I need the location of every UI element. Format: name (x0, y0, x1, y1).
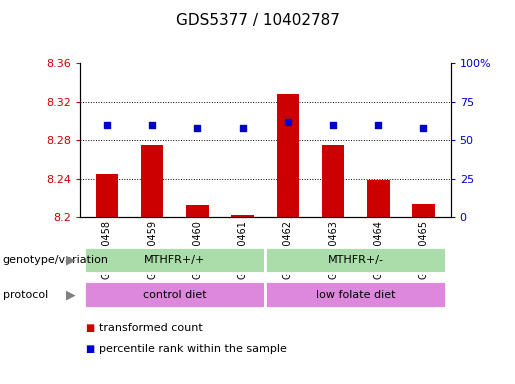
Bar (322, 145, 345, 217)
Point (238, 125, 247, 131)
Text: ■: ■ (85, 344, 94, 354)
Text: transformed count: transformed count (99, 323, 203, 333)
Text: ▶: ▶ (66, 288, 75, 301)
Point (103, 122, 111, 128)
Bar (141, 145, 163, 217)
Bar (412, 205, 435, 217)
Text: ▶: ▶ (66, 254, 75, 266)
Point (329, 122, 337, 128)
Text: genotype/variation: genotype/variation (3, 255, 109, 265)
Bar (96, 174, 118, 217)
Text: control diet: control diet (143, 290, 207, 300)
Text: GDS5377 / 10402787: GDS5377 / 10402787 (176, 13, 339, 28)
Bar (186, 205, 209, 217)
Point (284, 119, 292, 125)
Bar (84, 281, 265, 308)
Text: ■: ■ (85, 323, 94, 333)
Bar (84, 247, 265, 273)
Bar (367, 180, 389, 217)
Point (374, 122, 383, 128)
Point (419, 125, 427, 131)
Point (193, 125, 201, 131)
Point (148, 122, 156, 128)
Text: low folate diet: low folate diet (316, 290, 396, 300)
Bar (231, 215, 254, 217)
Text: percentile rank within the sample: percentile rank within the sample (99, 344, 287, 354)
Text: protocol: protocol (3, 290, 48, 300)
Bar (265, 281, 446, 308)
Text: MTHFR+/+: MTHFR+/+ (144, 255, 205, 265)
Text: MTHFR+/-: MTHFR+/- (328, 255, 384, 265)
Bar (277, 94, 299, 217)
Bar (265, 247, 446, 273)
